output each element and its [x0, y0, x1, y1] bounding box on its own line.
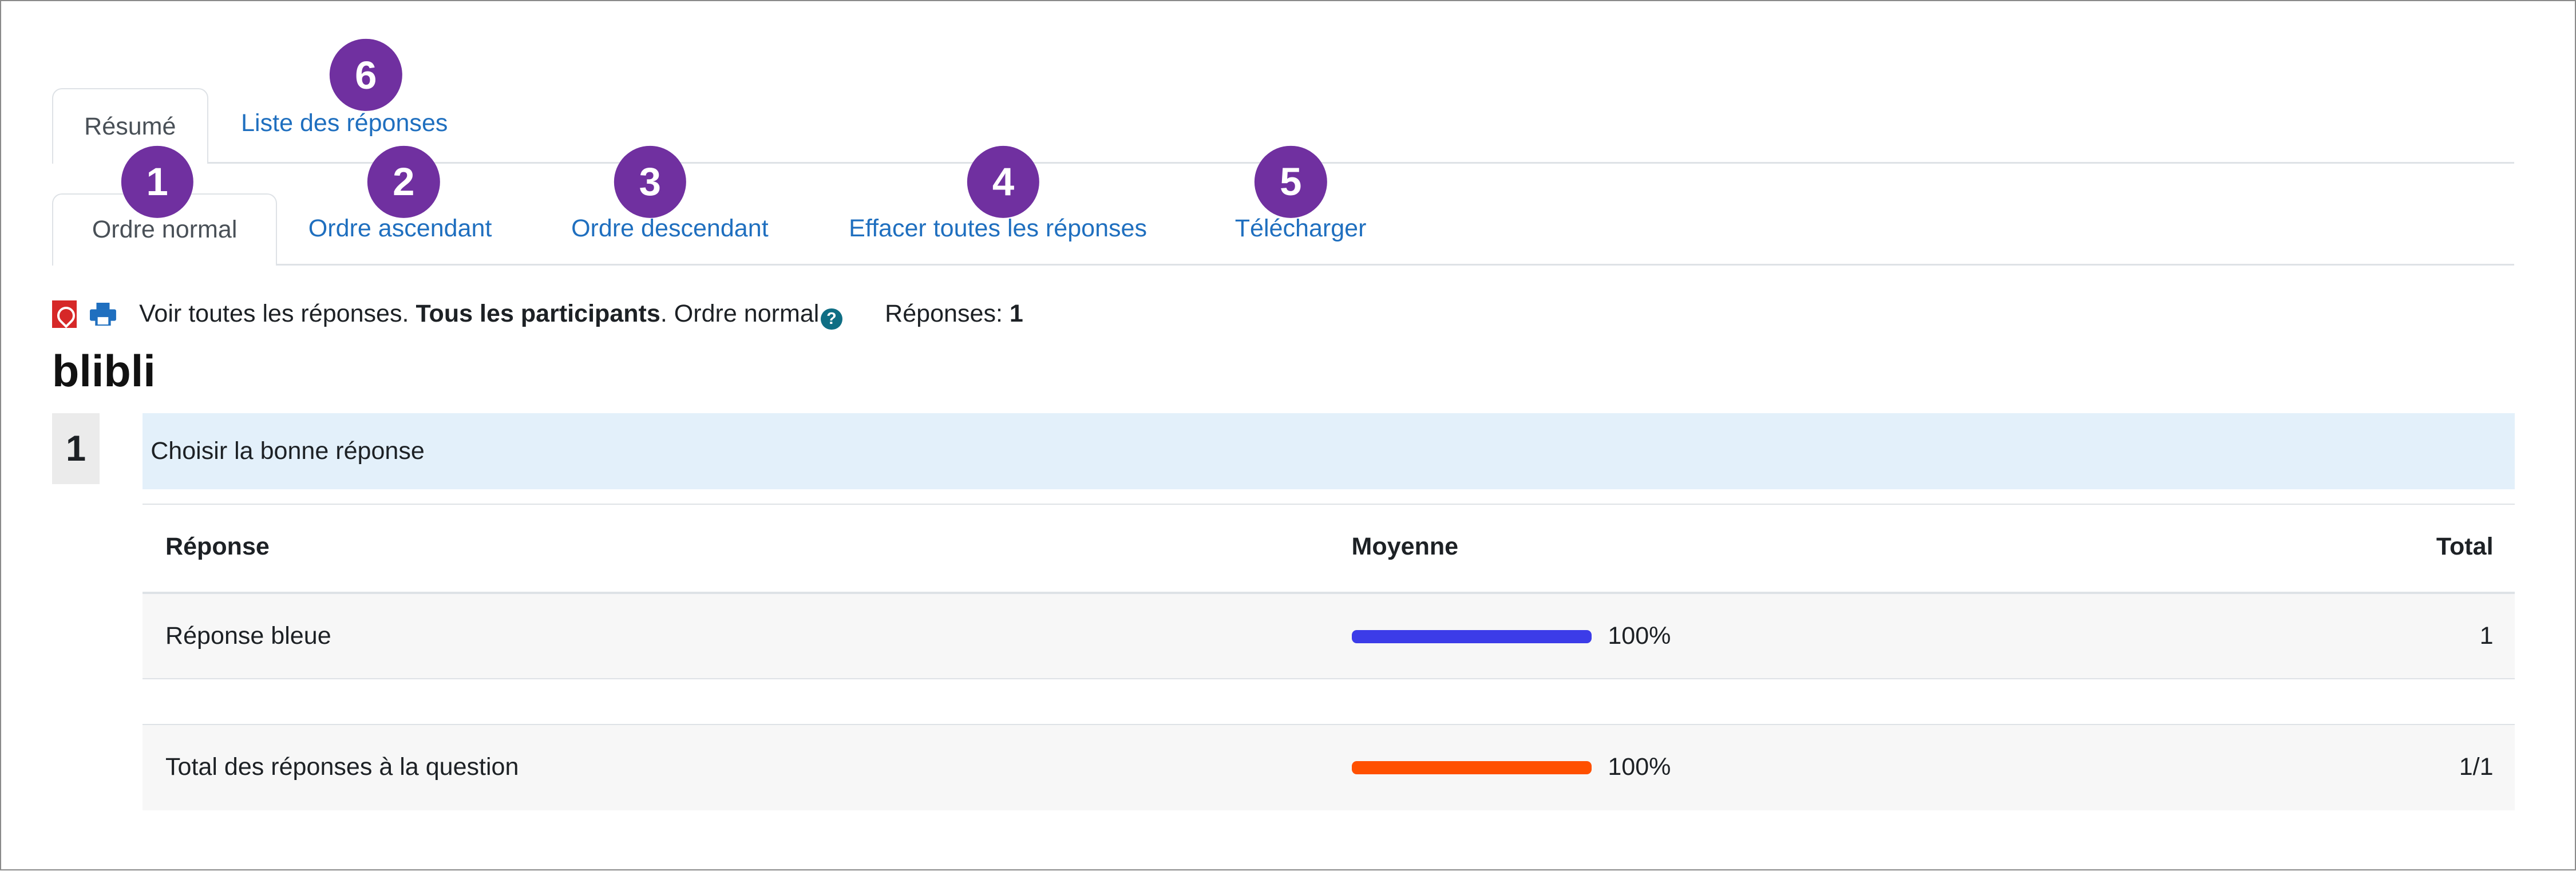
question-text: Choisir la bonne réponse	[151, 437, 425, 465]
table-header: Réponse Moyenne Total	[142, 504, 2515, 595]
print-icon[interactable]	[89, 302, 116, 326]
info-text: Voir toutes les réponses.	[139, 300, 409, 328]
percent-bar	[1351, 630, 1592, 644]
callout-badge-6: 6	[330, 39, 402, 112]
answer-total: 1	[2479, 622, 2494, 650]
tab-liste-des-reponses[interactable]: Liste des réponses	[241, 109, 448, 137]
pdf-icon[interactable]	[52, 300, 77, 328]
survey-title: blibli	[52, 346, 156, 396]
responses-label: Réponses:	[885, 300, 1003, 328]
column-header-total: Total	[2436, 533, 2494, 561]
responses-count: 1	[1009, 300, 1023, 328]
question-number: 1	[52, 413, 100, 484]
order-text: . Ordre normal	[660, 300, 820, 328]
callout-badge-5: 5	[1255, 145, 1327, 218]
tab-divider	[208, 162, 2514, 164]
total-value: 1/1	[2459, 753, 2494, 781]
callout-badge-3: 3	[614, 145, 686, 218]
total-label: Total des réponses à la question	[165, 753, 519, 781]
callout-badge-4: 4	[967, 145, 1040, 218]
participants-filter: Tous les participants	[416, 300, 660, 328]
table-total-row: Total des réponses à la question 100% 1/…	[142, 724, 2515, 811]
tab-ordre-ascendant[interactable]: Ordre ascendant	[308, 215, 492, 243]
help-icon[interactable]: ?	[821, 308, 842, 330]
tab-resume[interactable]: Résumé	[52, 88, 208, 164]
tab-label: Ordre normal	[92, 216, 238, 244]
question-header: Choisir la bonne réponse	[142, 413, 2515, 489]
answer-label: Réponse bleue	[165, 622, 331, 650]
tab-effacer-toutes-les-reponses[interactable]: Effacer toutes les réponses	[849, 215, 1147, 243]
callout-badge-2: 2	[367, 145, 440, 218]
report-info-line: Voir toutes les réponses. Tous les parti…	[52, 300, 1023, 330]
callout-badge-1: 1	[121, 145, 193, 218]
tab-telecharger[interactable]: Télécharger	[1234, 215, 1367, 243]
column-header-reponse: Réponse	[165, 533, 270, 561]
table-row: Réponse bleue 100% 1	[142, 594, 2515, 679]
percent-value: 100%	[1608, 753, 1671, 781]
column-header-moyenne: Moyenne	[1351, 533, 1459, 561]
percent-bar	[1351, 761, 1592, 775]
tab-label: Résumé	[84, 112, 176, 140]
tab-ordre-descendant[interactable]: Ordre descendant	[571, 215, 769, 243]
tab-divider	[277, 264, 2514, 266]
percent-value: 100%	[1608, 622, 1671, 650]
